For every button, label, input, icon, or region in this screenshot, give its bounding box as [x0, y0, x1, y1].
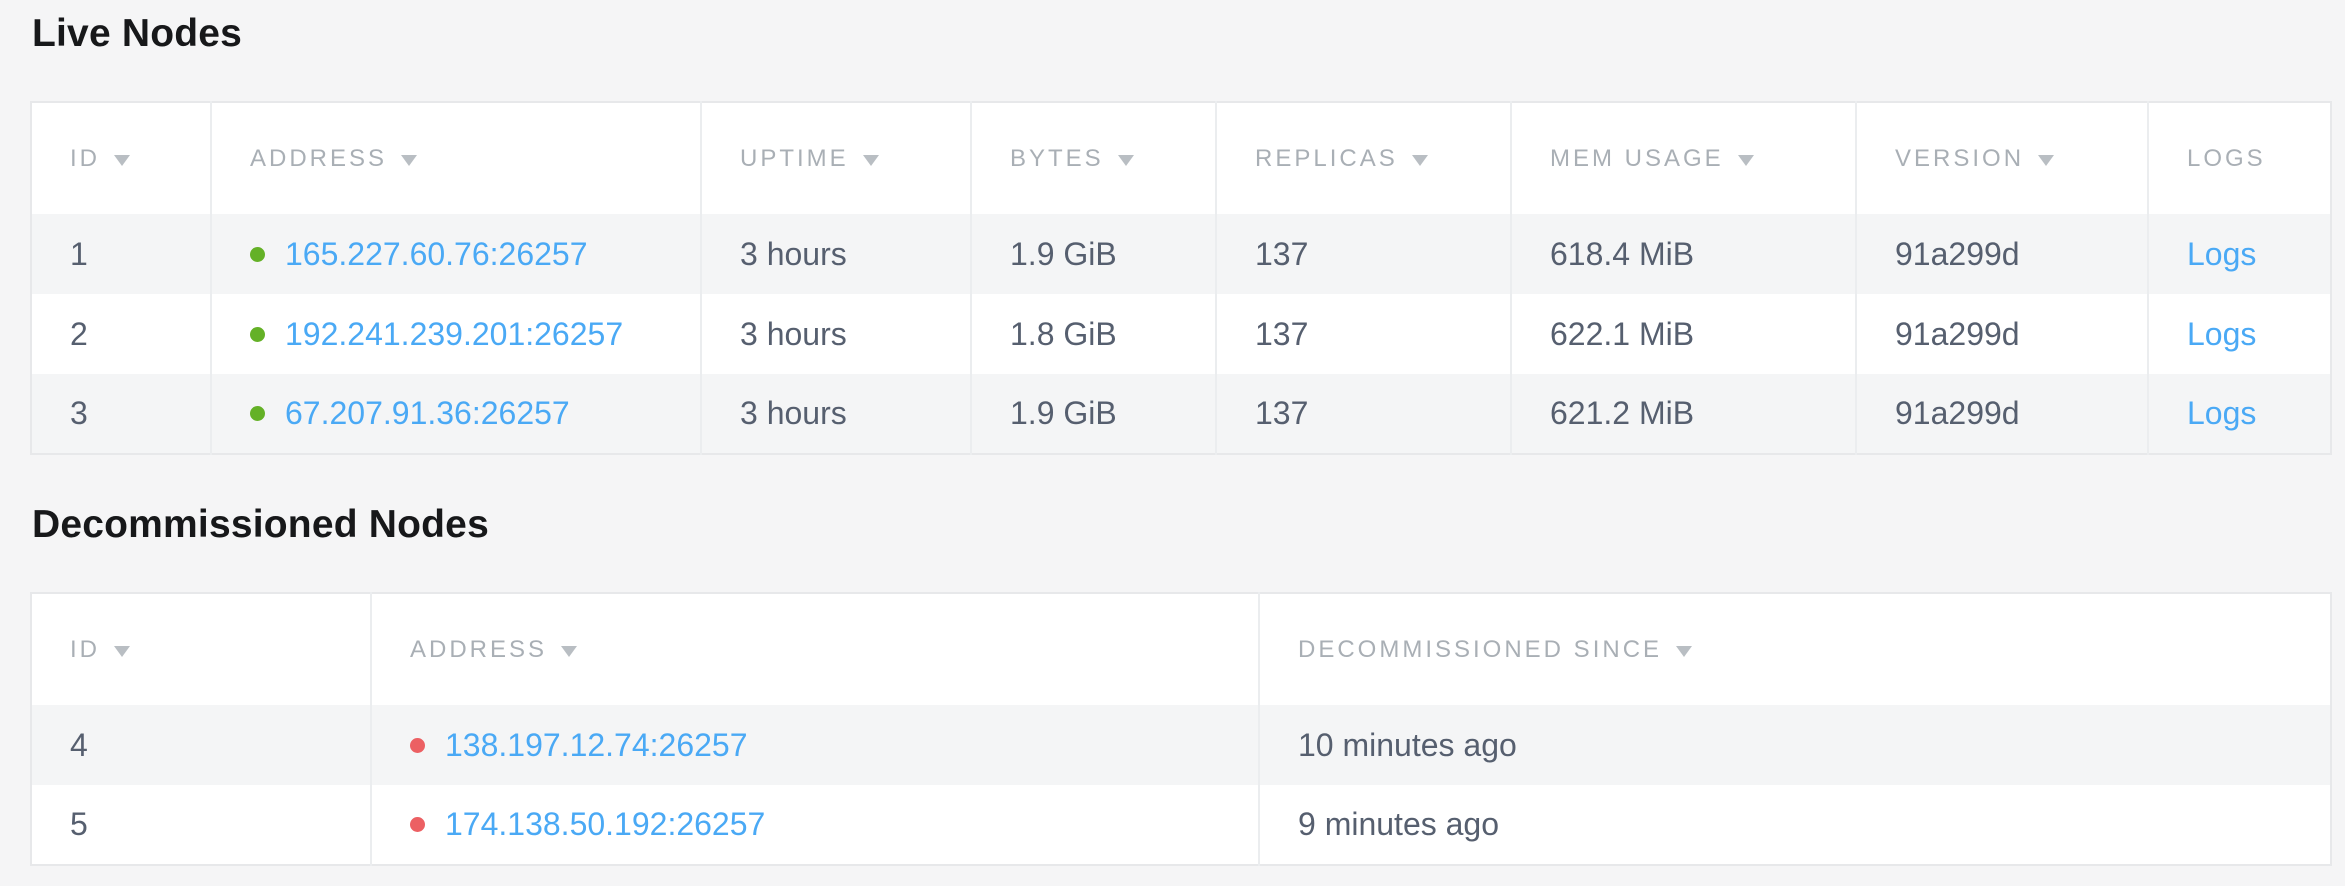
column-header-label: MEM USAGE [1550, 144, 1724, 172]
node-version-cell: 91a299d [1855, 214, 2148, 294]
node-replicas-cell: 137 [1215, 294, 1511, 374]
live-node-row-2: 2 192.241.239.201:26257 3 hours 1.8 GiB … [31, 294, 2331, 374]
node-replicas-cell: 137 [1215, 374, 1511, 454]
column-header-label: LOGS [2187, 144, 2266, 172]
node-address-link[interactable]: 138.197.12.74:26257 [445, 726, 748, 763]
node-logs-cell: Logs [2147, 294, 2331, 374]
live-node-row-1: 1 165.227.60.76:26257 3 hours 1.9 GiB 13… [31, 214, 2331, 294]
sort-arrow-icon [401, 154, 418, 166]
column-header-logs: LOGS [2147, 102, 2331, 214]
decommissioned-since-cell: 10 minutes ago [1258, 705, 2331, 785]
decommissioned-since-cell: 9 minutes ago [1258, 785, 2331, 865]
live-nodes-table: ID ADDRESS UPTIME BYTES REPLICAS MEM USA… [30, 101, 2332, 455]
decommissioned-status-icon [410, 737, 425, 753]
column-header-address[interactable]: ADDRESS [210, 102, 701, 214]
node-address-link[interactable]: 165.227.60.76:26257 [285, 235, 588, 272]
sort-arrow-icon [862, 154, 879, 166]
column-header-replicas[interactable]: REPLICAS [1215, 102, 1511, 214]
column-header-version[interactable]: VERSION [1855, 102, 2148, 214]
live-status-icon [250, 406, 265, 421]
column-header-mem-usage[interactable]: MEM USAGE [1510, 102, 1856, 214]
logs-link[interactable]: Logs [2187, 235, 2257, 272]
node-address-link[interactable]: 192.241.239.201:26257 [285, 315, 624, 352]
node-address-cell: 192.241.239.201:26257 [210, 294, 701, 374]
column-header-label: ADDRESS [410, 635, 548, 663]
node-address-link[interactable]: 174.138.50.192:26257 [445, 806, 766, 842]
node-address-cell: 67.207.91.36:26257 [210, 374, 701, 454]
node-logs-cell: Logs [2147, 214, 2331, 294]
sort-arrow-icon [114, 154, 130, 166]
decommissioned-nodes-section: Decommissioned Nodes ID ADDRESS DECOMMIS… [30, 501, 2345, 866]
live-status-icon [250, 326, 265, 342]
decommissioned-node-row-5: 5 174.138.50.192:26257 9 minutes ago [31, 785, 2331, 865]
node-uptime-cell: 3 hours [700, 374, 971, 454]
column-header-address[interactable]: ADDRESS [370, 593, 1259, 705]
live-status-icon [250, 246, 265, 262]
node-bytes-cell: 1.9 GiB [970, 374, 1216, 454]
live-node-row-3: 3 67.207.91.36:26257 3 hours 1.9 GiB 137… [31, 374, 2331, 454]
decommissioned-nodes-header-row: ID ADDRESS DECOMMISSIONED SINCE [31, 593, 2331, 705]
sort-arrow-icon [2038, 154, 2055, 166]
node-address-cell: 138.197.12.74:26257 [370, 705, 1259, 785]
node-logs-cell: Logs [2147, 374, 2331, 454]
decommissioned-status-icon [410, 817, 425, 832]
decommissioned-node-row-4: 4 138.197.12.74:26257 10 minutes ago [31, 705, 2331, 785]
node-id-cell: 5 [70, 806, 88, 842]
node-replicas-cell: 137 [1215, 214, 1511, 294]
column-header-decommissioned-since[interactable]: DECOMMISSIONED SINCE [1258, 593, 2331, 705]
column-header-id[interactable]: ID [31, 102, 211, 214]
node-version-cell: 91a299d [1855, 374, 2148, 454]
live-nodes-header-row: ID ADDRESS UPTIME BYTES REPLICAS MEM USA… [31, 102, 2331, 214]
sort-arrow-icon [1737, 154, 1754, 166]
node-mem-usage-cell: 621.2 MiB [1510, 374, 1856, 454]
column-header-label: VERSION [1895, 144, 2025, 172]
column-header-label: ADDRESS [250, 144, 388, 172]
node-id-cell: 3 [70, 395, 88, 431]
node-mem-usage-cell: 618.4 MiB [1510, 214, 1856, 294]
sort-arrow-icon [561, 645, 578, 657]
node-mem-usage-cell: 622.1 MiB [1510, 294, 1856, 374]
column-header-label: BYTES [1010, 144, 1104, 172]
column-header-uptime[interactable]: UPTIME [700, 102, 971, 214]
node-address-cell: 165.227.60.76:26257 [210, 214, 701, 294]
column-header-bytes[interactable]: BYTES [970, 102, 1216, 214]
node-id-cell: 2 [70, 315, 88, 352]
live-nodes-section: Live Nodes ID ADDRESS UPTIME BYTES REPLI… [30, 10, 2345, 455]
decommissioned-nodes-title: Decommissioned Nodes [32, 503, 489, 546]
node-uptime-cell: 3 hours [700, 294, 971, 374]
node-bytes-cell: 1.8 GiB [970, 294, 1216, 374]
column-header-label: ID [70, 635, 100, 663]
node-address-cell: 174.138.50.192:26257 [370, 785, 1259, 865]
sort-arrow-icon [1676, 645, 1693, 657]
sort-arrow-icon [1411, 154, 1428, 166]
nodes-overview-page: Live Nodes ID ADDRESS UPTIME BYTES REPLI… [30, 10, 2345, 866]
node-id-cell: 1 [70, 235, 88, 272]
sort-arrow-icon [1117, 154, 1134, 166]
decommissioned-nodes-table: ID ADDRESS DECOMMISSIONED SINCE 4 138.19… [30, 592, 2332, 866]
sort-arrow-icon [114, 645, 130, 657]
column-header-label: UPTIME [740, 144, 849, 172]
column-header-label: DECOMMISSIONED SINCE [1298, 635, 1663, 663]
column-header-label: REPLICAS [1255, 144, 1398, 172]
column-header-id[interactable]: ID [31, 593, 371, 705]
node-version-cell: 91a299d [1855, 294, 2148, 374]
column-header-label: ID [70, 144, 100, 172]
node-address-link[interactable]: 67.207.91.36:26257 [285, 395, 570, 431]
node-id-cell: 4 [70, 726, 88, 763]
live-nodes-title: Live Nodes [32, 12, 243, 55]
node-bytes-cell: 1.9 GiB [970, 214, 1216, 294]
node-uptime-cell: 3 hours [700, 214, 971, 294]
logs-link[interactable]: Logs [2187, 315, 2257, 352]
logs-link[interactable]: Logs [2187, 395, 2257, 431]
